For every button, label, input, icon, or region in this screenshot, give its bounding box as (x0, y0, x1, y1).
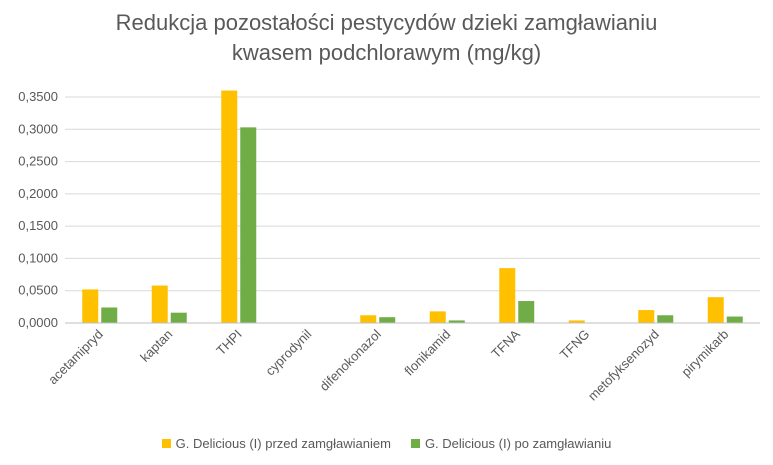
y-tick-label: 0,1500 (18, 218, 58, 233)
chart-title-line-1: Redukcja pozostałości pestycydów dzieki … (115, 10, 658, 35)
x-tick-label: acetamipryd (45, 327, 106, 388)
y-tick-label: 0,2500 (18, 154, 58, 169)
legend: G. Delicious (I) przed zamgławianiem G. … (0, 436, 773, 451)
bar-2 (657, 315, 674, 323)
chart-title-line-2: kwasem podchlorawym (mg/kg) (231, 40, 542, 65)
bar-1 (151, 285, 168, 323)
bar-2 (170, 312, 187, 323)
bar-2 (101, 307, 118, 323)
bar-1 (221, 90, 238, 324)
x-tick-label: cyprodynil (262, 326, 314, 378)
x-tick-label: pirymikarb (678, 327, 731, 380)
bar-1 (568, 320, 585, 323)
x-tick-label: THPI (213, 327, 245, 359)
x-tick-label: difenokonazol (317, 326, 384, 393)
bar-1 (82, 289, 99, 323)
legend-swatch-series-1 (161, 439, 171, 448)
y-tick-label: 0,0000 (18, 315, 58, 330)
bar-1 (499, 268, 516, 323)
bar-2 (240, 127, 257, 323)
x-tick-label: TFNA (488, 326, 523, 361)
chart-title: Redukcja pozostałości pestycydów dzieki … (0, 8, 773, 68)
legend-swatch-series-2 (410, 439, 420, 448)
bar-1 (429, 311, 446, 323)
bar-2 (379, 317, 396, 323)
bar-2 (518, 301, 535, 323)
bar-2 (726, 316, 743, 323)
bar-1 (638, 310, 655, 323)
bar-2 (448, 320, 465, 323)
legend-item-series-2: G. Delicious (I) po zamgławianiu (410, 436, 612, 451)
x-tick-label: flonikamid (401, 327, 453, 379)
y-tick-label: 0,2000 (18, 186, 58, 201)
bar-1 (707, 297, 724, 323)
y-tick-label: 0,3500 (18, 89, 58, 104)
y-tick-label: 0,0500 (18, 283, 58, 298)
legend-item-series-1: G. Delicious (I) przed zamgławianiem (161, 436, 391, 451)
legend-label-series-2: G. Delicious (I) po zamgławianiu (424, 436, 612, 451)
x-tick-label: metofyksenozyd (585, 327, 662, 404)
bar-1 (360, 315, 377, 323)
x-tick-label: kaptan (137, 327, 175, 365)
y-tick-label: 0,3000 (18, 121, 58, 136)
legend-label-series-1: G. Delicious (I) przed zamgławianiem (175, 436, 391, 451)
x-tick-label: TFNG (557, 327, 593, 363)
y-tick-label: 0,1000 (18, 250, 58, 265)
